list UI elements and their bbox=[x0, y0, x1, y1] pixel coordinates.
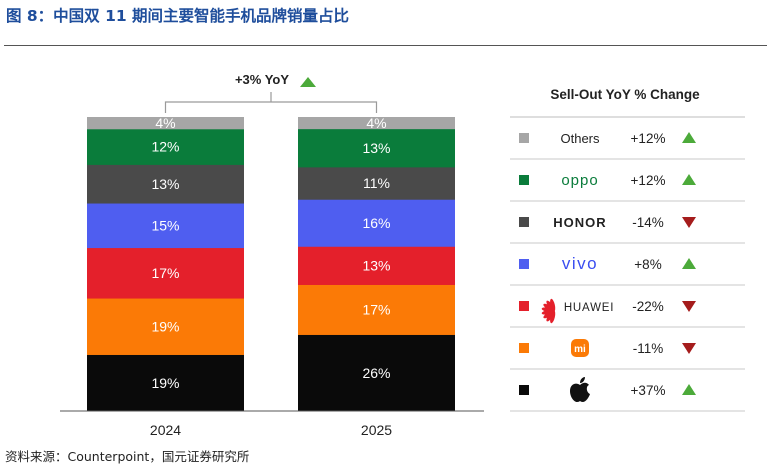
huawei-flower-icon bbox=[541, 298, 556, 324]
data-label-xiaomi-2025: 17% bbox=[362, 302, 390, 318]
honor-logo: HONOR bbox=[553, 215, 606, 230]
bar-segment-apple-2025 bbox=[298, 334, 455, 412]
x-tick-label-2024: 2024 bbox=[150, 422, 181, 438]
title-divider bbox=[4, 45, 767, 46]
bars-layer: 19% 19% 17% 15% 13% 12% 4% 26% 17% 13% 16% 11% 13% 4% bbox=[87, 115, 455, 412]
bar-segment-honor-2025 bbox=[298, 166, 455, 200]
xiaomi-logo: mi bbox=[574, 344, 586, 355]
data-label-others-2025: 4% bbox=[366, 115, 386, 131]
up-arrow-icon bbox=[682, 258, 696, 269]
legend-swatch-oppo bbox=[519, 175, 529, 185]
apple-logo-icon bbox=[570, 377, 590, 402]
bar-segment-oppo-2025 bbox=[298, 128, 455, 168]
yoy-bracket-line bbox=[164, 92, 378, 113]
bar-segment-vivo-2025 bbox=[298, 199, 455, 247]
legend-change-vivo: +8% bbox=[634, 257, 661, 272]
data-label-apple-2025: 26% bbox=[362, 365, 390, 381]
down-arrow-icon bbox=[682, 343, 696, 354]
bar-segment-others-2024 bbox=[87, 117, 244, 130]
up-arrow-icon bbox=[682, 384, 696, 395]
up-arrow-icon bbox=[682, 132, 696, 143]
legend-swatch-others bbox=[519, 133, 529, 143]
figure-source: 资料来源：Counterpoint，国元证券研究所 bbox=[5, 449, 250, 464]
legend-change-others: +12% bbox=[631, 131, 666, 146]
vivo-logo: vivo bbox=[562, 254, 598, 273]
legend-change-oppo: +12% bbox=[631, 173, 666, 188]
legend-row-honor: HONOR -14% bbox=[519, 215, 696, 230]
legend-row-oppo: oppo +12% bbox=[519, 172, 696, 189]
data-label-honor-2025: 11% bbox=[363, 175, 390, 191]
bar-segment-vivo-2024 bbox=[87, 203, 244, 249]
bar-segment-huawei-2025 bbox=[298, 246, 455, 285]
apple-body bbox=[570, 382, 590, 402]
data-label-oppo-2025: 13% bbox=[362, 140, 390, 156]
yoy-annotation: +3% YoY bbox=[235, 72, 289, 87]
data-label-vivo-2024: 15% bbox=[151, 217, 179, 233]
legend-title: Sell-Out YoY % Change bbox=[550, 87, 700, 102]
huawei-petal bbox=[550, 298, 556, 312]
down-arrow-icon bbox=[682, 301, 696, 312]
legend-swatch-honor bbox=[519, 217, 529, 227]
bar-segment-apple-2024 bbox=[87, 354, 244, 412]
data-label-others-2024: 4% bbox=[155, 115, 175, 131]
data-label-oppo-2024: 12% bbox=[151, 139, 179, 155]
legend-row-apple: +37% bbox=[519, 377, 696, 402]
data-label-vivo-2025: 16% bbox=[362, 215, 390, 231]
apple-leaf bbox=[580, 377, 585, 383]
x-axis: 2024 2025 bbox=[60, 410, 484, 438]
legend-row-huawei: HUAWEI -22% bbox=[519, 298, 696, 324]
legend-change-huawei: -22% bbox=[632, 299, 664, 314]
x-tick-label-2025: 2025 bbox=[361, 422, 392, 438]
legend-swatch-vivo bbox=[519, 259, 529, 269]
oppo-logo: oppo bbox=[561, 172, 598, 189]
bar-segment-others-2025 bbox=[298, 117, 455, 130]
data-label-apple-2024: 19% bbox=[151, 375, 179, 391]
up-arrow-icon bbox=[682, 174, 696, 185]
bar-segment-huawei-2024 bbox=[87, 247, 244, 299]
data-label-xiaomi-2024: 19% bbox=[151, 318, 179, 334]
legend-change-xiaomi: -11% bbox=[633, 341, 664, 356]
legend-label-others: Others bbox=[560, 131, 600, 146]
huawei-logo: HUAWEI bbox=[564, 302, 614, 314]
legend-swatch-apple bbox=[519, 385, 529, 395]
legend-swatch-xiaomi bbox=[519, 343, 529, 353]
yoy-up-arrow-icon bbox=[300, 77, 316, 87]
bar-segment-xiaomi-2025 bbox=[298, 284, 455, 335]
stacked-bar-chart: 19% 19% 17% 15% 13% 12% 4% 26% 17% 13% 16% 11% 13% 4%… bbox=[60, 72, 745, 438]
legend-swatch-huawei bbox=[519, 301, 529, 311]
legend-row-xiaomi: mi -11% bbox=[519, 339, 696, 357]
xiaomi-logo-icon bbox=[571, 339, 589, 357]
legend-change-apple: +37% bbox=[631, 383, 666, 398]
data-label-huawei-2024: 17% bbox=[151, 265, 179, 281]
data-label-huawei-2025: 13% bbox=[362, 257, 390, 273]
down-arrow-icon bbox=[682, 217, 696, 228]
legend-row-vivo: vivo +8% bbox=[519, 254, 696, 273]
legend-panel: Sell-Out YoY % Change Others +12% oppo +12% H… bbox=[510, 87, 745, 412]
yoy-bracket: +3% YoY bbox=[164, 72, 378, 113]
legend-row-others: Others +12% bbox=[519, 131, 696, 146]
legend-change-honor: -14% bbox=[632, 215, 664, 230]
bar-segment-xiaomi-2024 bbox=[87, 298, 244, 355]
data-label-honor-2024: 13% bbox=[151, 176, 179, 192]
bar-segment-oppo-2024 bbox=[87, 128, 244, 165]
bar-segment-honor-2024 bbox=[87, 164, 244, 204]
figure-title: 图 8：中国双 11 期间主要智能手机品牌销量占比 bbox=[6, 7, 350, 25]
